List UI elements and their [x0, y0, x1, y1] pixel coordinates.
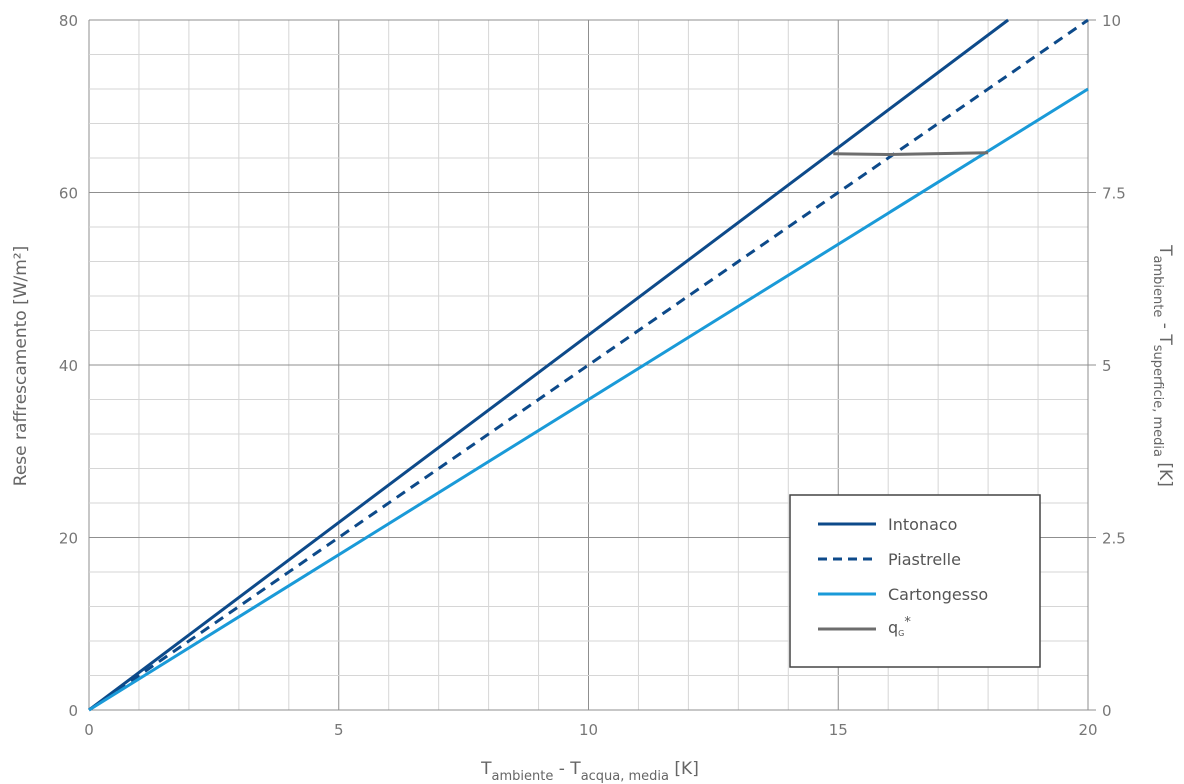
y-tick-label: 20: [59, 530, 78, 548]
series-line-cartongesso: [88, 87, 1089, 712]
y-tick-label: 80: [59, 12, 78, 30]
y-axis-label: Rese raffrescamento [W/m²]: [11, 246, 31, 486]
y2-axis-label: Tambiente - Tsuperficie, media [K]: [1150, 244, 1175, 487]
x-tick-label: 15: [829, 721, 848, 739]
y2-tick-label: 10: [1102, 12, 1121, 30]
y2-axis-label-main: T: [1155, 244, 1175, 256]
y-tick-label: 0: [68, 702, 78, 720]
legend-label-qg-sub: G: [898, 629, 904, 638]
legend: Intonaco Piastrelle Cartongesso qG*: [789, 494, 1041, 668]
y2-tick-label: 0: [1102, 702, 1112, 720]
x-tick-label: 10: [579, 721, 598, 739]
legend-label-cartongesso: Cartongesso: [888, 585, 988, 604]
x-axis-label-sub2: acqua, media: [581, 769, 669, 784]
y2-axis-label-sub2: superficie, media: [1150, 345, 1165, 457]
x-tick-label: 20: [1078, 721, 1097, 739]
y-tick-label: 60: [59, 185, 78, 203]
legend-label-piastrelle: Piastrelle: [888, 550, 961, 569]
legend-label-qg-sup: *: [904, 615, 911, 630]
x-axis-label-sub1: ambiente: [492, 769, 554, 784]
series-line-qg-: [833, 151, 989, 156]
y-tick-label: 40: [59, 357, 78, 375]
y2-tick-label: 7.5: [1102, 185, 1126, 203]
x-axis-label-mid: - T: [553, 759, 581, 779]
series-line-intonaco: [88, 18, 1010, 712]
grid: [88, 19, 1096, 711]
y2-tick-label: 2.5: [1102, 530, 1126, 548]
x-axis-label-main: T: [480, 759, 492, 779]
x-axis-label: Tambiente - Tacqua, media [K]: [480, 759, 699, 784]
legend-label-qg-main: q: [888, 618, 898, 637]
y2-axis-label-end: [K]: [1155, 457, 1175, 487]
series-line-piastrelle: [88, 18, 1089, 712]
x-tick-label: 5: [334, 721, 344, 739]
legend-label-intonaco: Intonaco: [888, 515, 957, 534]
y2-axis-label-sub1: ambiente: [1150, 256, 1165, 318]
series-layer: [88, 18, 1089, 712]
y2-axis-label-mid: - T: [1155, 317, 1175, 345]
legend-label-qg: qG*: [888, 615, 911, 638]
y2-tick-label: 5: [1102, 357, 1112, 375]
x-axis-label-end: [K]: [669, 759, 699, 779]
tick-labels: 0 5 10 15 20 0 20 40 60 80 0 2.5 5 7.5 10: [59, 12, 1126, 739]
x-tick-label: 0: [84, 721, 94, 739]
